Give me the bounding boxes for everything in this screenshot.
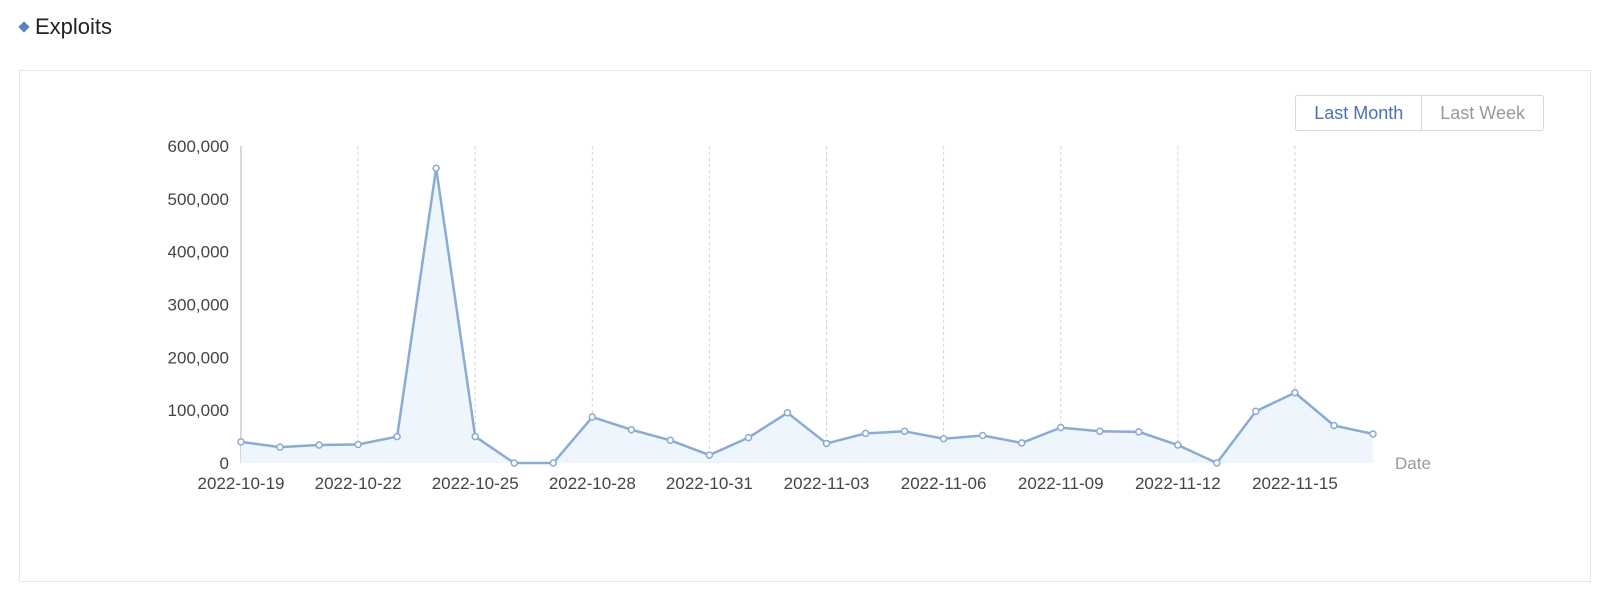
x-tick-label: 2022-11-06	[901, 474, 987, 493]
data-point	[705, 451, 714, 459]
data-point	[393, 432, 401, 441]
exploits-line-chart: 0 100,000 200,000 300,000 400,000 500,000 600,…	[168, 137, 1431, 493]
data-point	[978, 431, 987, 440]
x-tick-label: 2022-10-19	[198, 474, 285, 493]
data-point	[1096, 427, 1104, 436]
last-week-button[interactable]: Last Week	[1421, 96, 1543, 130]
y-tick-label: 0	[220, 454, 229, 473]
data-point	[1252, 407, 1260, 415]
data-point	[1174, 441, 1182, 449]
data-point	[510, 459, 518, 467]
section-header: Exploits	[18, 14, 113, 40]
data-point	[1291, 388, 1299, 397]
data-point	[900, 427, 909, 436]
data-point	[1056, 423, 1065, 432]
data-point	[1369, 430, 1377, 438]
x-tick-label: 2022-11-12	[1135, 474, 1221, 493]
y-tick-label: 200,000	[168, 348, 229, 367]
data-point	[549, 459, 558, 467]
data-point	[783, 409, 792, 417]
diamond-icon	[18, 21, 30, 33]
data-point	[822, 439, 831, 448]
x-tick-label: 2022-11-15	[1252, 474, 1338, 493]
data-point	[354, 440, 362, 449]
x-tick-label: 2022-10-28	[549, 474, 636, 493]
data-point	[1017, 439, 1026, 447]
y-tick-label: 600,000	[168, 137, 229, 156]
data-point	[861, 429, 870, 438]
last-month-button[interactable]: Last Month	[1296, 96, 1422, 130]
range-toggle: Last Month Last Week	[1295, 95, 1544, 131]
chart-panel: Last Month Last Week 0 100,000 200,000 300,…	[19, 70, 1591, 582]
y-tick-label: 100,000	[168, 401, 229, 420]
data-point	[939, 434, 948, 443]
y-tick-label: 500,000	[168, 190, 229, 209]
y-tick-label: 400,000	[168, 243, 229, 262]
series-area	[241, 168, 1373, 463]
data-point	[1330, 421, 1338, 430]
data-point	[471, 432, 479, 441]
x-tick-label: 2022-11-03	[784, 474, 870, 493]
data-point	[744, 433, 753, 442]
data-point	[627, 425, 636, 434]
data-point	[1135, 428, 1143, 436]
x-tick-label: 2022-10-31	[666, 474, 753, 493]
x-tick-label: 2022-11-09	[1018, 474, 1104, 493]
data-point	[1213, 459, 1221, 467]
x-axis-name: Date	[1395, 454, 1431, 473]
data-point	[315, 441, 323, 449]
section-title: Exploits	[35, 14, 113, 39]
data-point	[237, 438, 245, 446]
x-tick-label: 2022-10-25	[432, 474, 519, 493]
y-tick-label: 300,000	[168, 296, 229, 315]
x-tick-label: 2022-10-22	[315, 474, 402, 493]
data-point	[276, 443, 284, 451]
data-point	[666, 436, 675, 445]
data-point	[432, 164, 440, 172]
data-point	[588, 413, 597, 421]
series-line	[240, 166, 1374, 465]
